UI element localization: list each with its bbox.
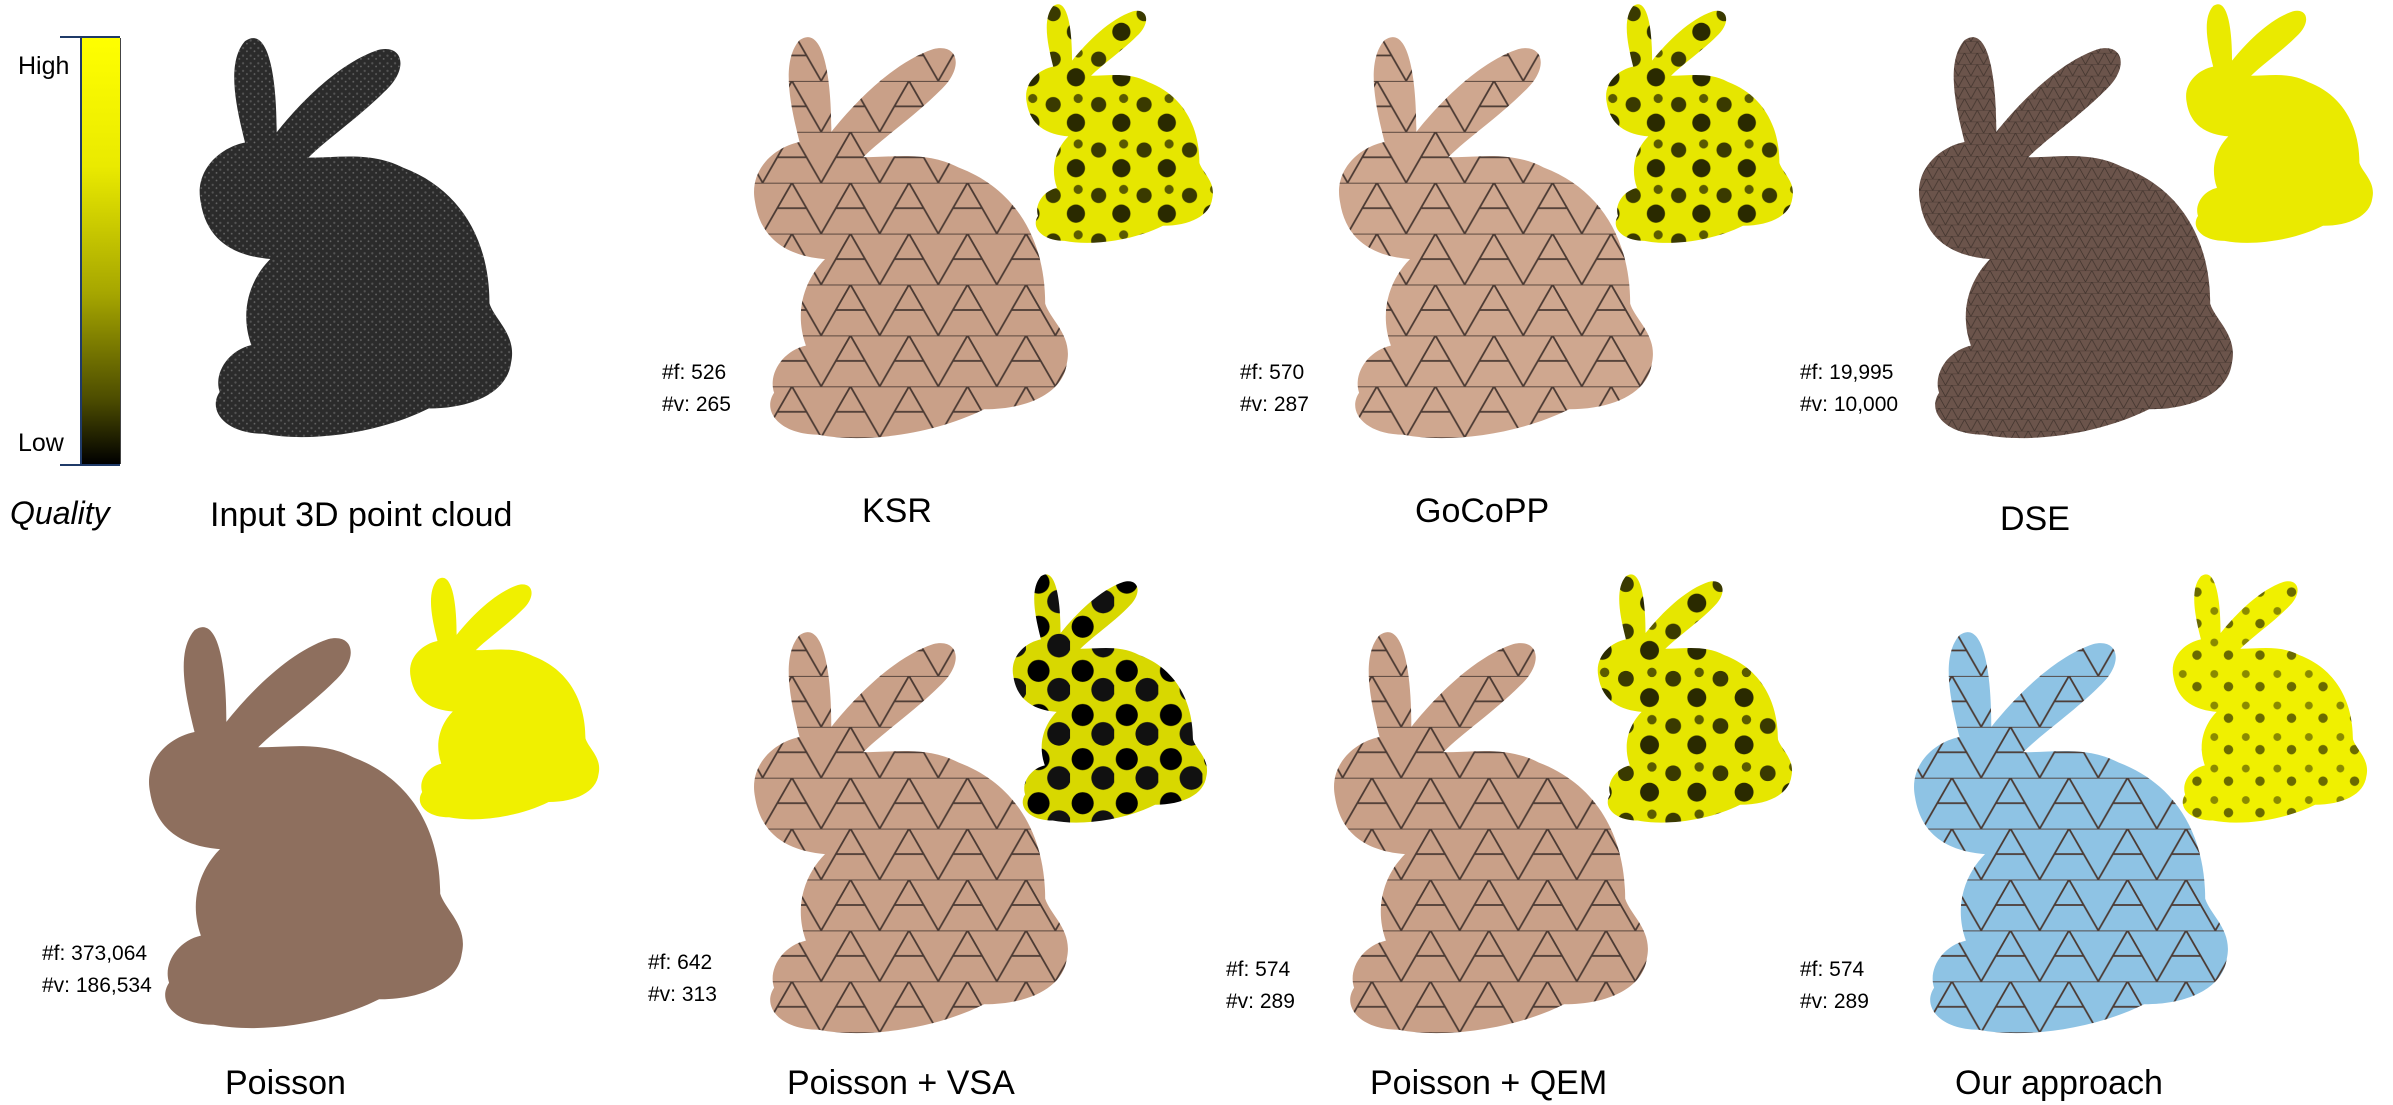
qem-quality-map [1565,570,1805,830]
quality-color-scale: High Low Quality [0,0,140,540]
poisson-vertex-count: #v: 186,534 [42,974,152,997]
qem-face-count: #f: 574 [1226,958,1291,981]
dse-quality-map [2155,0,2385,250]
our-vertex-count: #v: 289 [1800,990,1869,1013]
qem-stats: #f: 574 #v: 289 [1226,954,1295,1018]
caption-input-point-cloud: Input 3D point cloud [210,496,513,534]
ksr-quality-map [995,0,1225,250]
vsa-vertex-count: #v: 313 [648,983,717,1006]
caption-poisson-vsa: Poisson + VSA [787,1064,1015,1102]
input-point-cloud-panel [150,30,530,450]
ksr-quality-bunny [995,0,1225,250]
gocopp-quality-map [1575,0,1805,250]
scale-title: Quality [10,495,110,531]
gocopp-stats: #f: 570 #v: 287 [1240,357,1309,421]
dse-stats: #f: 19,995 #v: 10,000 [1800,357,1898,421]
poisson-quality-bunny [380,570,610,830]
ksr-stats: #f: 526 #v: 265 [662,357,731,421]
gocopp-vertex-count: #v: 287 [1240,393,1309,416]
our-quality-bunny [2140,570,2380,830]
caption-gocopp: GoCoPP [1415,492,1550,530]
our-face-count: #f: 574 [1800,958,1865,981]
poisson-quality-map [380,570,610,830]
our-stats: #f: 574 #v: 289 [1800,954,1869,1018]
gocopp-quality-bunny [1575,0,1805,250]
gocopp-face-count: #f: 570 [1240,361,1305,384]
scale-label-low: Low [18,429,64,457]
scale-bottom-tick [60,464,120,466]
scale-label-high: High [18,52,70,80]
quality-gradient-bar [80,38,121,464]
vsa-face-count: #f: 642 [648,951,713,974]
caption-poisson: Poisson [225,1064,346,1102]
qem-quality-bunny [1565,570,1805,830]
qem-vertex-count: #v: 289 [1226,990,1295,1013]
scale-top-tick [60,36,120,38]
dse-quality-bunny [2155,0,2385,250]
point-cloud-bunny [150,30,530,450]
dse-face-count: #f: 19,995 [1800,361,1894,384]
ksr-face-count: #f: 526 [662,361,727,384]
poisson-face-count: #f: 373,064 [42,942,148,965]
our-quality-map [2140,570,2380,830]
dse-vertex-count: #v: 10,000 [1800,393,1899,416]
caption-poisson-qem: Poisson + QEM [1370,1064,1608,1102]
vsa-stats: #f: 642 #v: 313 [648,947,717,1011]
poisson-stats: #f: 373,064 #v: 186,534 [42,938,152,1002]
vsa-quality-map [980,570,1220,830]
caption-dse: DSE [2000,500,2070,538]
caption-our-approach: Our approach [1955,1064,2163,1102]
caption-ksr: KSR [862,492,932,530]
vsa-quality-bunny [980,570,1220,830]
ksr-vertex-count: #v: 265 [662,393,731,416]
